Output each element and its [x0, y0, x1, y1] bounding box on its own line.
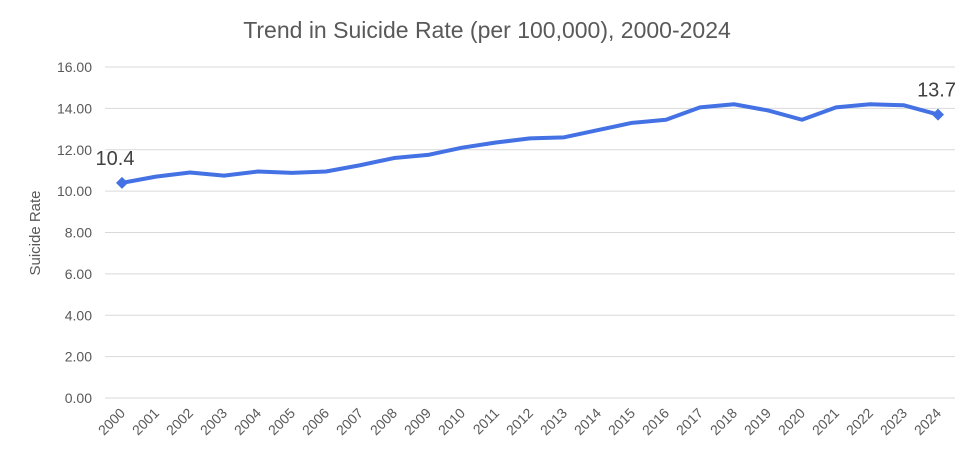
y-axis-label: Suicide Rate — [27, 190, 44, 275]
y-tick-label: 0.00 — [65, 390, 92, 406]
x-tick-label: 2013 — [537, 405, 570, 438]
y-tick-label: 14.00 — [57, 100, 92, 116]
x-tick-label: 2000 — [95, 405, 128, 438]
x-tick-label: 2004 — [231, 405, 264, 438]
series-line — [120, 102, 940, 185]
y-tick-label: 12.00 — [57, 142, 92, 158]
y-tick-label: 6.00 — [65, 266, 92, 282]
series — [116, 102, 944, 189]
x-tick-label: 2018 — [707, 405, 740, 438]
x-tick-label: 2007 — [333, 405, 366, 438]
x-tick-label: 2008 — [367, 405, 400, 438]
x-tick-label: 2011 — [470, 405, 503, 438]
x-tick-label: 2019 — [741, 405, 774, 438]
data-labels: 10.4 13.7 — [96, 80, 956, 170]
y-tick-label: 8.00 — [65, 225, 92, 241]
x-tick-label: 2017 — [673, 405, 706, 438]
x-tick-label: 2005 — [265, 405, 298, 438]
x-tick-label: 2001 — [129, 405, 162, 438]
data-point-marker — [932, 108, 944, 121]
x-tick-label: 2003 — [197, 405, 230, 438]
data-point-marker — [116, 176, 128, 189]
y-tick-label: 4.00 — [65, 307, 92, 323]
x-tick-label: 2023 — [877, 405, 910, 438]
chart-title: Trend in Suicide Rate (per 100,000), 200… — [243, 17, 731, 43]
y-tick-label: 10.00 — [57, 183, 92, 199]
y-tick-label: 2.00 — [65, 349, 92, 365]
x-tick-label: 2021 — [809, 405, 842, 438]
x-axis-ticks: 2000 2001 2002 2003 2004 2005 2006 2007 2008 2009… — [95, 405, 944, 438]
x-tick-label: 2015 — [605, 405, 638, 438]
data-label: 13.7 — [917, 80, 956, 102]
y-axis-ticks: 0.00 2.00 4.00 6.00 8.00 10.00 12.00 14.00 16.00 — [57, 59, 92, 406]
data-label: 10.4 — [96, 148, 135, 170]
x-tick-label: 2006 — [299, 405, 332, 438]
gridlines — [105, 66, 955, 399]
x-tick-label: 2012 — [503, 405, 536, 438]
x-tick-label: 2009 — [401, 405, 434, 438]
x-tick-label: 2014 — [571, 405, 604, 438]
x-tick-label: 2016 — [639, 405, 672, 438]
y-tick-label: 16.00 — [57, 59, 92, 75]
x-tick-label: 2002 — [163, 405, 196, 438]
x-tick-label: 2022 — [843, 405, 876, 438]
x-tick-label: 2024 — [911, 405, 944, 438]
x-tick-label: 2020 — [775, 405, 808, 438]
x-tick-label: 2010 — [435, 405, 468, 438]
